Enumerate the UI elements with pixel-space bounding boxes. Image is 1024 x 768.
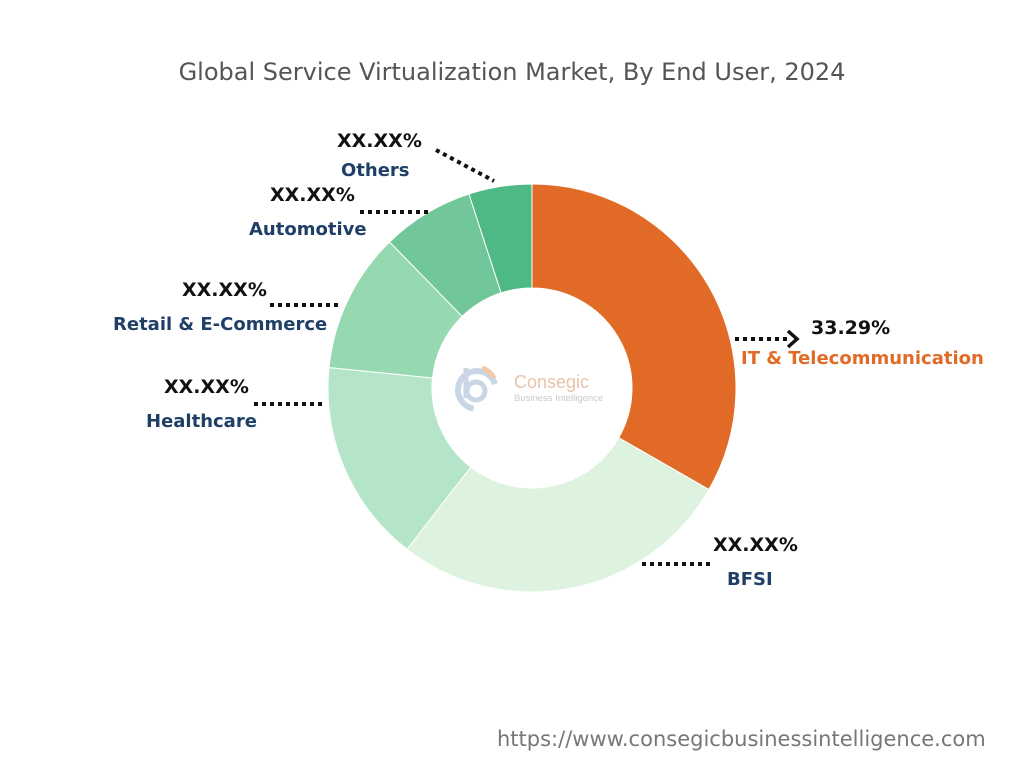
- slice-healthcare: [327, 367, 472, 550]
- data-label-it: 33.29%: [811, 317, 891, 339]
- data-label-others: XX.XX%: [337, 130, 422, 152]
- category-label-others: Others: [341, 160, 410, 181]
- category-label-retail: Retail & E-Commerce: [113, 314, 328, 335]
- category-label-it: IT & Telecommunication: [741, 348, 984, 369]
- slice-it-telecommunication: [531, 183, 737, 491]
- footer-url: https://www.consegicbusinessintelligence…: [497, 727, 986, 751]
- consegic-logo: Consegic Business Intelligence: [452, 358, 612, 422]
- category-label-automotive: Automotive: [249, 219, 367, 240]
- data-label-healthcare: XX.XX%: [164, 376, 249, 398]
- svg-text:Business Intelligence: Business Intelligence: [514, 393, 603, 404]
- svg-text:Consegic: Consegic: [514, 372, 589, 392]
- slice-others: [468, 183, 533, 294]
- data-label-automotive: XX.XX%: [270, 184, 355, 206]
- category-label-bfsi: BFSI: [727, 569, 773, 590]
- category-label-healthcare: Healthcare: [146, 411, 257, 432]
- data-label-retail: XX.XX%: [182, 279, 267, 301]
- chart-title: Global Service Virtualization Market, By…: [178, 58, 846, 86]
- arrow-head-icon: [786, 329, 800, 349]
- leader-line-others: [435, 148, 495, 183]
- slice-bfsi: [406, 437, 710, 593]
- data-label-bfsi: XX.XX%: [713, 534, 798, 556]
